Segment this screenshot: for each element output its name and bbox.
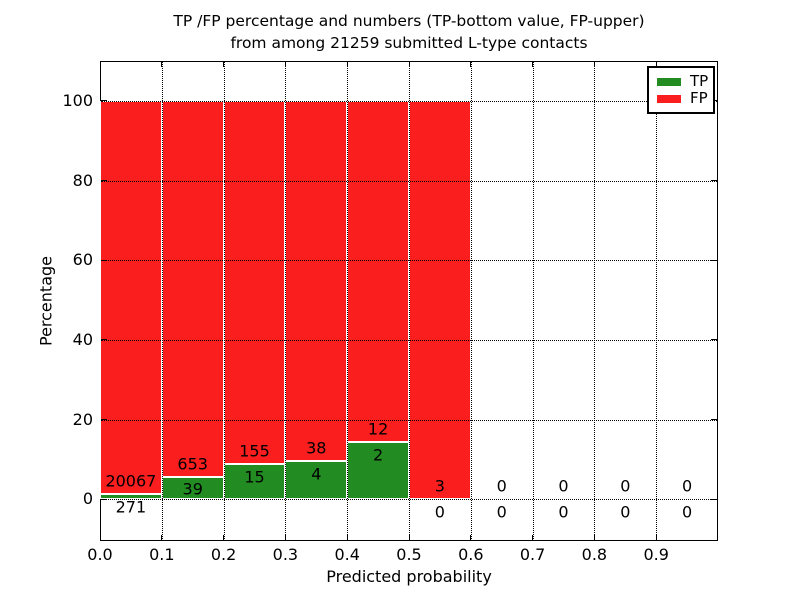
chart-title: TP /FP percentage and numbers (TP-bottom… — [100, 10, 718, 54]
x-tick-label: 0.0 — [87, 545, 113, 564]
x-tick-label: 0.1 — [149, 545, 175, 564]
x-tick-label: 0.2 — [210, 545, 237, 564]
legend-item-tp: TP — [657, 72, 709, 90]
tp-color-swatch-icon — [657, 77, 681, 86]
y-tick-label: 0 — [82, 489, 93, 509]
chart-title-line1: TP /FP percentage and numbers (TP-bottom… — [173, 12, 645, 30]
x-tick-label: 0.8 — [581, 545, 608, 564]
fp-color-swatch-icon — [657, 94, 681, 103]
x-tick-label: 0.6 — [458, 545, 484, 564]
x-axis-label: Predicted probability — [326, 567, 492, 586]
x-tick-label: 0.3 — [272, 545, 299, 564]
x-tick-label: 0.4 — [334, 545, 360, 564]
x-tick-label: 0.9 — [643, 545, 669, 564]
legend: TP FP — [647, 66, 715, 114]
x-tick-label: 0.7 — [519, 545, 546, 564]
y-tick-label: 20 — [72, 409, 93, 429]
legend-label-tp: TP — [690, 72, 709, 90]
y-axis-label: Percentage — [36, 255, 56, 347]
plot-area — [100, 61, 718, 541]
legend-label-fp: FP — [690, 89, 708, 107]
x-tick-label: 0.5 — [396, 545, 422, 564]
y-tick-label: 100 — [62, 90, 93, 110]
chart-title-line2: from among 21259 submitted L-type contac… — [230, 34, 588, 52]
legend-item-fp: FP — [657, 89, 708, 107]
y-tick-label: 80 — [72, 170, 93, 190]
